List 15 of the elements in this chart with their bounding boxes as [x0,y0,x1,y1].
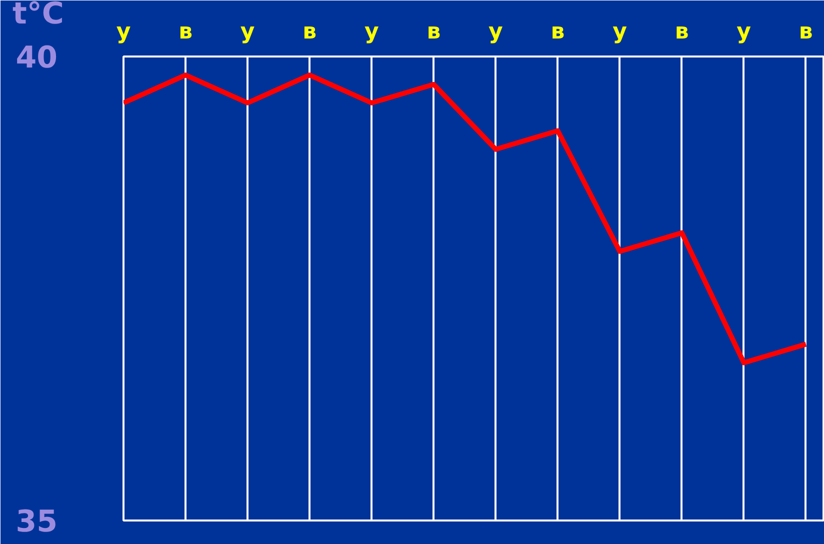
x-tick-label: у [612,20,627,44]
x-tick-label: у [736,20,752,44]
x-tick-label: в [798,20,813,44]
x-tick-label: в [426,20,441,44]
y-tick-label: 35 [16,504,58,540]
y-tick-label: 40 [16,40,58,76]
y-axis-title: t°C [12,0,64,32]
x-tick-label: у [240,20,255,44]
x-tick-label: у [364,20,379,44]
x-tick-label: у [488,20,503,44]
x-tick-label: в [178,20,192,44]
x-tick-label: в [302,20,317,44]
x-tick-label: в [550,20,565,44]
x-tick-label: в [674,20,689,44]
x-tick-label: у [116,20,131,44]
